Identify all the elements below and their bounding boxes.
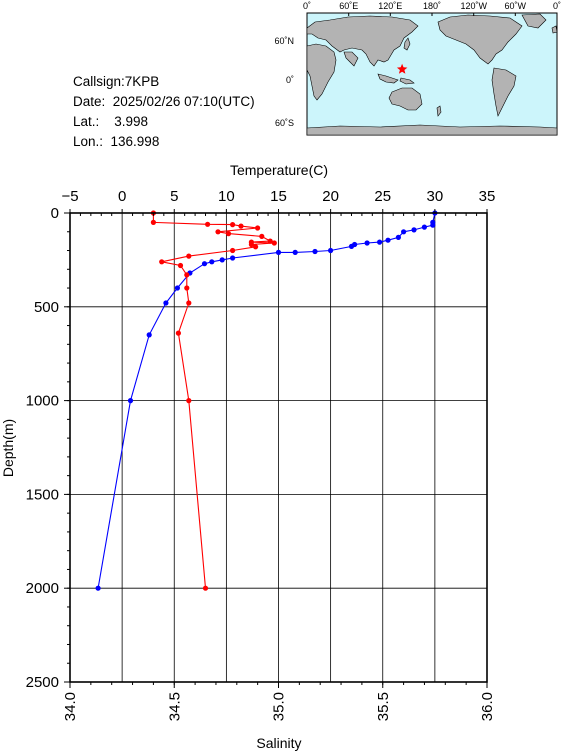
temperature-data-point (395, 234, 401, 240)
station-location-marker (396, 63, 408, 74)
depth-tick-label: 1000 (26, 393, 59, 410)
salinity-data-point (253, 244, 259, 250)
temperature-tick-label: −5 (61, 188, 78, 205)
salinity-data-point (175, 330, 181, 336)
map-longitude-label: 0˚ (303, 1, 311, 11)
depth-tick-label: 0 (51, 205, 59, 222)
landmass-north-america (437, 14, 523, 65)
depth-tick-label: 2000 (26, 580, 59, 597)
salinity-data-point (215, 229, 221, 235)
salinity-data-point (177, 262, 184, 269)
landmass-greenland (521, 13, 547, 29)
map-longitude-label: 120˚E (378, 1, 402, 11)
station-info: Callsign:7KPB Date: 2025/02/26 07:10(UTC… (73, 72, 255, 152)
temperature-data-point (201, 261, 208, 267)
salinity-data-point (150, 219, 156, 225)
temperature-data-point (127, 398, 134, 404)
temperature-data-point (95, 585, 101, 591)
depth-tick-label: 500 (34, 299, 59, 316)
temperature-data-point (401, 229, 407, 235)
temperature-data-point (411, 227, 417, 233)
salinity-tick-label: 35.5 (375, 692, 392, 721)
temperature-tick-label: 20 (322, 188, 339, 205)
temperature-data-point (364, 240, 370, 246)
latitude-text: Lat.: 3.998 (73, 114, 149, 129)
salinity-data-point (184, 272, 190, 278)
salinity-tick-label: 36.0 (479, 692, 496, 721)
salinity-tick-label: 34.5 (166, 692, 183, 721)
landmass-south-america (491, 67, 517, 117)
map-landmasses (306, 13, 558, 136)
temperature-data-point (328, 247, 334, 254)
temperature-tick-label: 15 (270, 188, 287, 205)
temperature-data-point (163, 300, 169, 306)
temperature-tick-label: 5 (170, 188, 178, 205)
world-map-inset: 0˚ 60˚E 120˚E 180˚ 120˚W 60˚W 0˚ 60˚N 0˚ 60˚S (274, 1, 561, 136)
salinity-data-point (202, 585, 209, 591)
depth-tick-label: 1500 (26, 486, 59, 503)
landmass-japan (403, 37, 411, 51)
temperature-data-point (275, 249, 282, 255)
landmass-australia (388, 87, 423, 111)
temperature-data-point (174, 285, 180, 291)
landmass-new-zealand (436, 105, 442, 117)
date-text: Date: 2025/02/26 07:10(UTC) (73, 94, 255, 109)
temperature-data-point (312, 248, 318, 255)
temperature-tick-label: 0 (118, 188, 126, 205)
depth-axis-title: Depth(m) (0, 419, 16, 477)
temperature-tick-label: 10 (218, 188, 235, 205)
map-longitude-label: 120˚W (460, 1, 487, 11)
salinity-data-point (159, 259, 165, 265)
temperature-data-point (377, 239, 383, 245)
map-latitude-label: 60˚N (274, 36, 294, 46)
callsign-text: Callsign:7KPB (73, 74, 160, 89)
temperature-data-point (430, 222, 436, 228)
landmass-uk (551, 25, 558, 34)
salinity-data-point (186, 398, 192, 404)
temperature-tick-label: 35 (479, 188, 496, 205)
salinity-tick-label: 35.0 (271, 692, 288, 721)
salinity-data-point (259, 233, 265, 239)
salinity-data-point (225, 231, 232, 237)
temperature-axis-title: Temperature(C) (230, 162, 328, 178)
salinity-data-point (271, 240, 277, 246)
landmass-africa (306, 43, 337, 101)
salinity-data-point (184, 285, 190, 291)
salinity-data-point (248, 241, 254, 248)
salinity-data-point (186, 253, 192, 259)
salinity-data-point (186, 300, 192, 306)
temperature-tick-label: 25 (374, 188, 391, 205)
temperature-data-point (385, 237, 391, 243)
salinity-tick-label: 34.0 (62, 692, 79, 721)
map-longitude-label: 180˚ (423, 1, 441, 11)
temperature-data-point (146, 332, 152, 338)
salinity-axis-title: Salinity (256, 735, 301, 751)
map-longitude-label: 60˚W (505, 1, 527, 11)
temperature-tick-label: 30 (427, 188, 444, 205)
landmass-new-guinea (399, 77, 415, 85)
temperature-data-point (421, 224, 427, 230)
salinity-data-point (230, 222, 236, 228)
landmass-indonesia (377, 73, 399, 84)
temperature-data-point (209, 259, 215, 265)
temperature-data-point (219, 257, 225, 263)
map-latitude-label: 60˚S (275, 118, 294, 128)
salinity-data-point (205, 221, 211, 227)
temperature-data-point (292, 249, 298, 255)
map-longitude-label: 0˚ (553, 1, 561, 11)
longitude-text: Lon.: 136.998 (73, 134, 160, 149)
landmass-india (343, 51, 359, 67)
temperature-data-point (348, 243, 355, 249)
landmass-eurasia (306, 15, 419, 67)
depth-tick-label: 2500 (26, 674, 59, 691)
map-latitude-label: 0˚ (286, 75, 294, 85)
temperature-data-point (230, 255, 236, 261)
salinity-data-point (238, 223, 244, 229)
map-longitude-label: 60˚E (339, 1, 358, 11)
salinity-data-point (255, 225, 261, 231)
salinity-data-point (267, 238, 273, 244)
salinity-data-point (230, 247, 236, 254)
landmass-antarctica (306, 124, 558, 136)
